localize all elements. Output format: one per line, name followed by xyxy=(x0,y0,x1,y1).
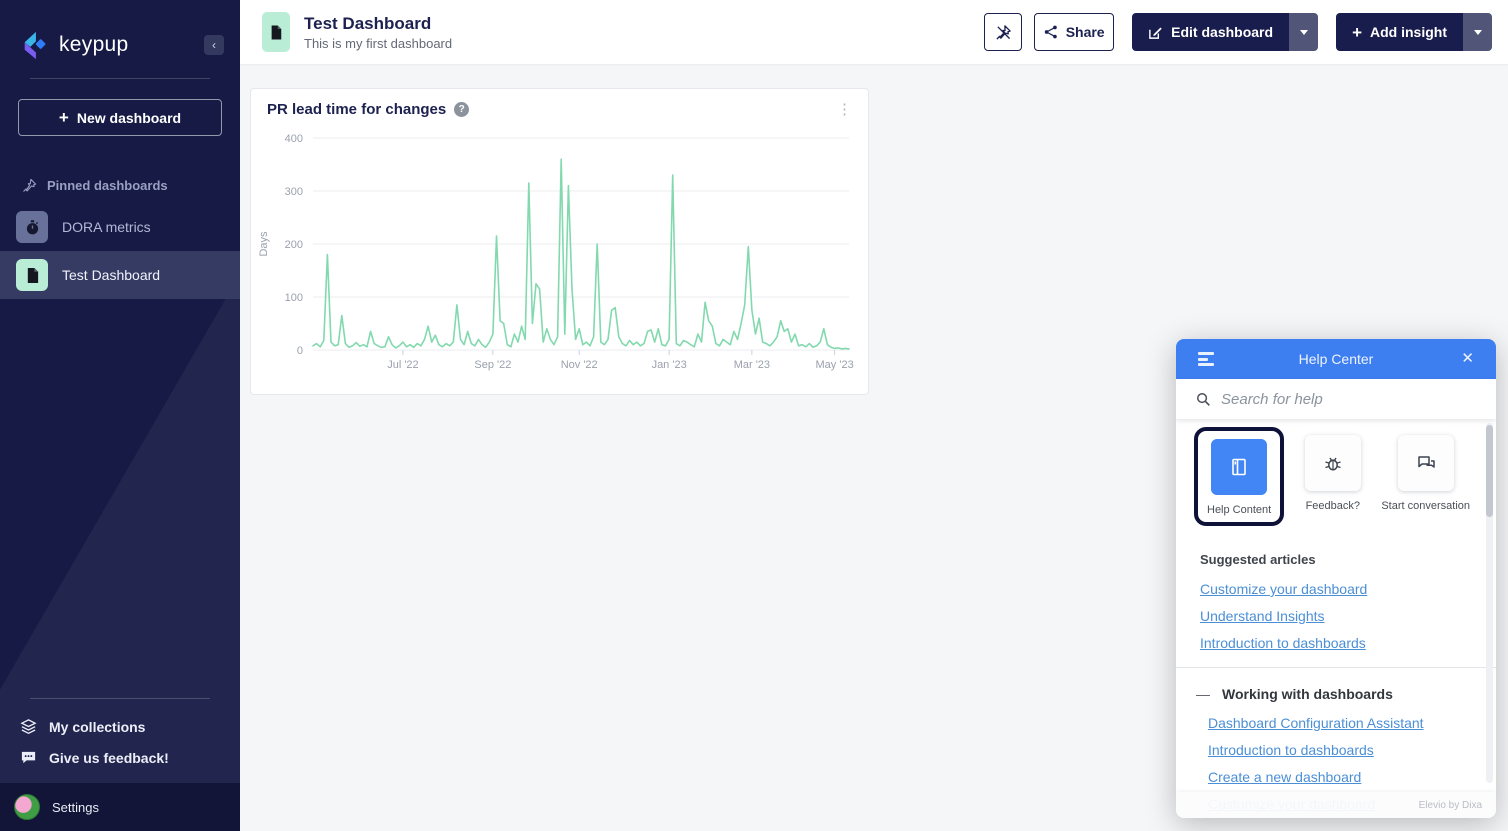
page-subtitle: This is my first dashboard xyxy=(304,36,453,52)
article-link[interactable]: Customize your dashboard xyxy=(1200,581,1368,597)
pinned-dashboards-header: Pinned dashboards xyxy=(0,136,240,203)
feedback-bubble-icon xyxy=(21,751,36,764)
help-divider xyxy=(1176,667,1496,668)
plus-icon: + xyxy=(1352,22,1362,42)
article-link[interactable]: Create a new dashboard xyxy=(1208,769,1362,785)
pr-lead-time-chart: 0 100 200 300 400 Jul '22 Sep '22 Nov '22 Jan '2… xyxy=(258,133,854,371)
keypup-logo-icon xyxy=(24,31,46,60)
help-center-header: Help Center ✕ xyxy=(1176,339,1496,379)
add-insight-menu-button[interactable] xyxy=(1463,13,1492,51)
help-search-input[interactable] xyxy=(1221,390,1476,408)
unpin-dashboard-button[interactable] xyxy=(984,13,1023,51)
sidebar-bottom-divider xyxy=(30,698,210,699)
help-scrollbar[interactable] xyxy=(1486,423,1493,783)
sidebar-item-dora-metrics[interactable]: DORA metrics xyxy=(0,203,240,251)
svg-text:0: 0 xyxy=(297,345,303,357)
share-icon xyxy=(1044,25,1057,39)
help-footer: Elevio by Dixa xyxy=(1176,792,1496,818)
category-header[interactable]: — Working with dashboards xyxy=(1196,686,1393,702)
help-center-panel: Help Center ✕ He xyxy=(1176,339,1496,818)
svg-text:200: 200 xyxy=(285,239,303,251)
svg-text:Jan '23: Jan '23 xyxy=(652,359,687,371)
sidebar-item-label: DORA metrics xyxy=(62,219,151,235)
elevio-attribution: Elevio by Dixa xyxy=(1418,799,1482,811)
dora-metrics-icon xyxy=(16,211,48,243)
tab-help-content[interactable]: Help Content xyxy=(1194,427,1285,526)
sidebar-divider xyxy=(30,78,210,79)
chart-title: PR lead time for changes xyxy=(267,101,447,118)
tab-feedback[interactable]: Feedback? xyxy=(1304,435,1361,512)
user-avatar xyxy=(14,794,40,820)
svg-text:Sep '22: Sep '22 xyxy=(474,359,511,371)
chevron-down-icon xyxy=(1473,29,1482,35)
help-menu-icon[interactable] xyxy=(1198,352,1214,366)
sidebar: keypup ‹ + New dashboard Pinned dashboar… xyxy=(0,0,240,831)
new-dashboard-label: New dashboard xyxy=(76,109,182,126)
new-dashboard-button[interactable]: + New dashboard xyxy=(18,99,222,136)
test-dashboard-icon xyxy=(16,259,48,291)
svg-text:100: 100 xyxy=(285,292,303,304)
keypup-logo[interactable]: keypup xyxy=(20,30,129,60)
svg-text:Nov '22: Nov '22 xyxy=(561,359,598,371)
suggested-articles-header: Suggested articles xyxy=(1200,552,1316,567)
brand-name: keypup xyxy=(59,33,129,56)
pr-lead-time-card: PR lead time for changes ? ⋮ 0 100 200 300 4… xyxy=(250,88,869,395)
edit-dashboard-button[interactable]: Edit dashboard xyxy=(1132,13,1290,51)
settings-button[interactable]: Settings xyxy=(0,783,240,831)
feedback-bug-icon xyxy=(1304,435,1361,491)
edit-dashboard-split-button: Edit dashboard xyxy=(1132,13,1319,51)
svg-text:400: 400 xyxy=(285,133,303,145)
help-close-icon[interactable]: ✕ xyxy=(1461,350,1474,367)
layers-icon xyxy=(20,719,37,735)
plus-icon: + xyxy=(58,108,69,127)
svg-text:Jul '22: Jul '22 xyxy=(387,359,418,371)
add-insight-split-button: + Add insight xyxy=(1336,13,1492,51)
page-title: Test Dashboard xyxy=(304,13,432,33)
pin-off-icon xyxy=(996,24,1011,40)
article-link[interactable]: Introduction to dashboards xyxy=(1208,742,1374,758)
sidebar-item-test-dashboard[interactable]: Test Dashboard xyxy=(0,251,240,299)
share-button[interactable]: Share xyxy=(1034,13,1115,51)
article-link[interactable]: Dashboard Configuration Assistant xyxy=(1208,715,1424,731)
edit-icon xyxy=(1149,27,1162,39)
collapse-dash-icon: — xyxy=(1196,686,1210,702)
help-center-title: Help Center xyxy=(1298,351,1374,367)
chart-menu-icon[interactable]: ⋮ xyxy=(837,100,852,118)
help-body: Help Content xyxy=(1176,419,1496,812)
article-link[interactable]: Introduction to dashboards xyxy=(1200,635,1366,651)
help-search-bar xyxy=(1176,379,1496,419)
scrollbar-thumb[interactable] xyxy=(1486,425,1493,517)
svg-text:May '23: May '23 xyxy=(816,359,854,371)
sidebar-collapse-button[interactable]: ‹ xyxy=(204,35,224,55)
svg-text:Mar '23: Mar '23 xyxy=(734,359,770,371)
chart-help-icon[interactable]: ? xyxy=(454,102,470,117)
svg-text:Days: Days xyxy=(258,231,270,257)
my-collections-link[interactable]: My collections xyxy=(0,711,240,742)
search-icon xyxy=(1197,392,1210,406)
page-header: Test Dashboard This is my first dashboar… xyxy=(240,0,1508,64)
conversation-icon xyxy=(1397,435,1454,491)
svg-text:300: 300 xyxy=(285,186,303,198)
help-content-icon xyxy=(1211,439,1268,495)
tab-start-conversation[interactable]: Start conversation xyxy=(1381,435,1470,512)
chevron-down-icon xyxy=(1299,29,1308,35)
dashboard-doc-icon xyxy=(262,12,290,52)
sidebar-item-label: Test Dashboard xyxy=(62,267,161,283)
article-link[interactable]: Understand Insights xyxy=(1200,608,1325,624)
pin-icon xyxy=(23,178,37,192)
edit-dashboard-menu-button[interactable] xyxy=(1289,13,1319,51)
give-feedback-link[interactable]: Give us feedback! xyxy=(0,742,240,773)
add-insight-button[interactable]: + Add insight xyxy=(1336,13,1463,51)
